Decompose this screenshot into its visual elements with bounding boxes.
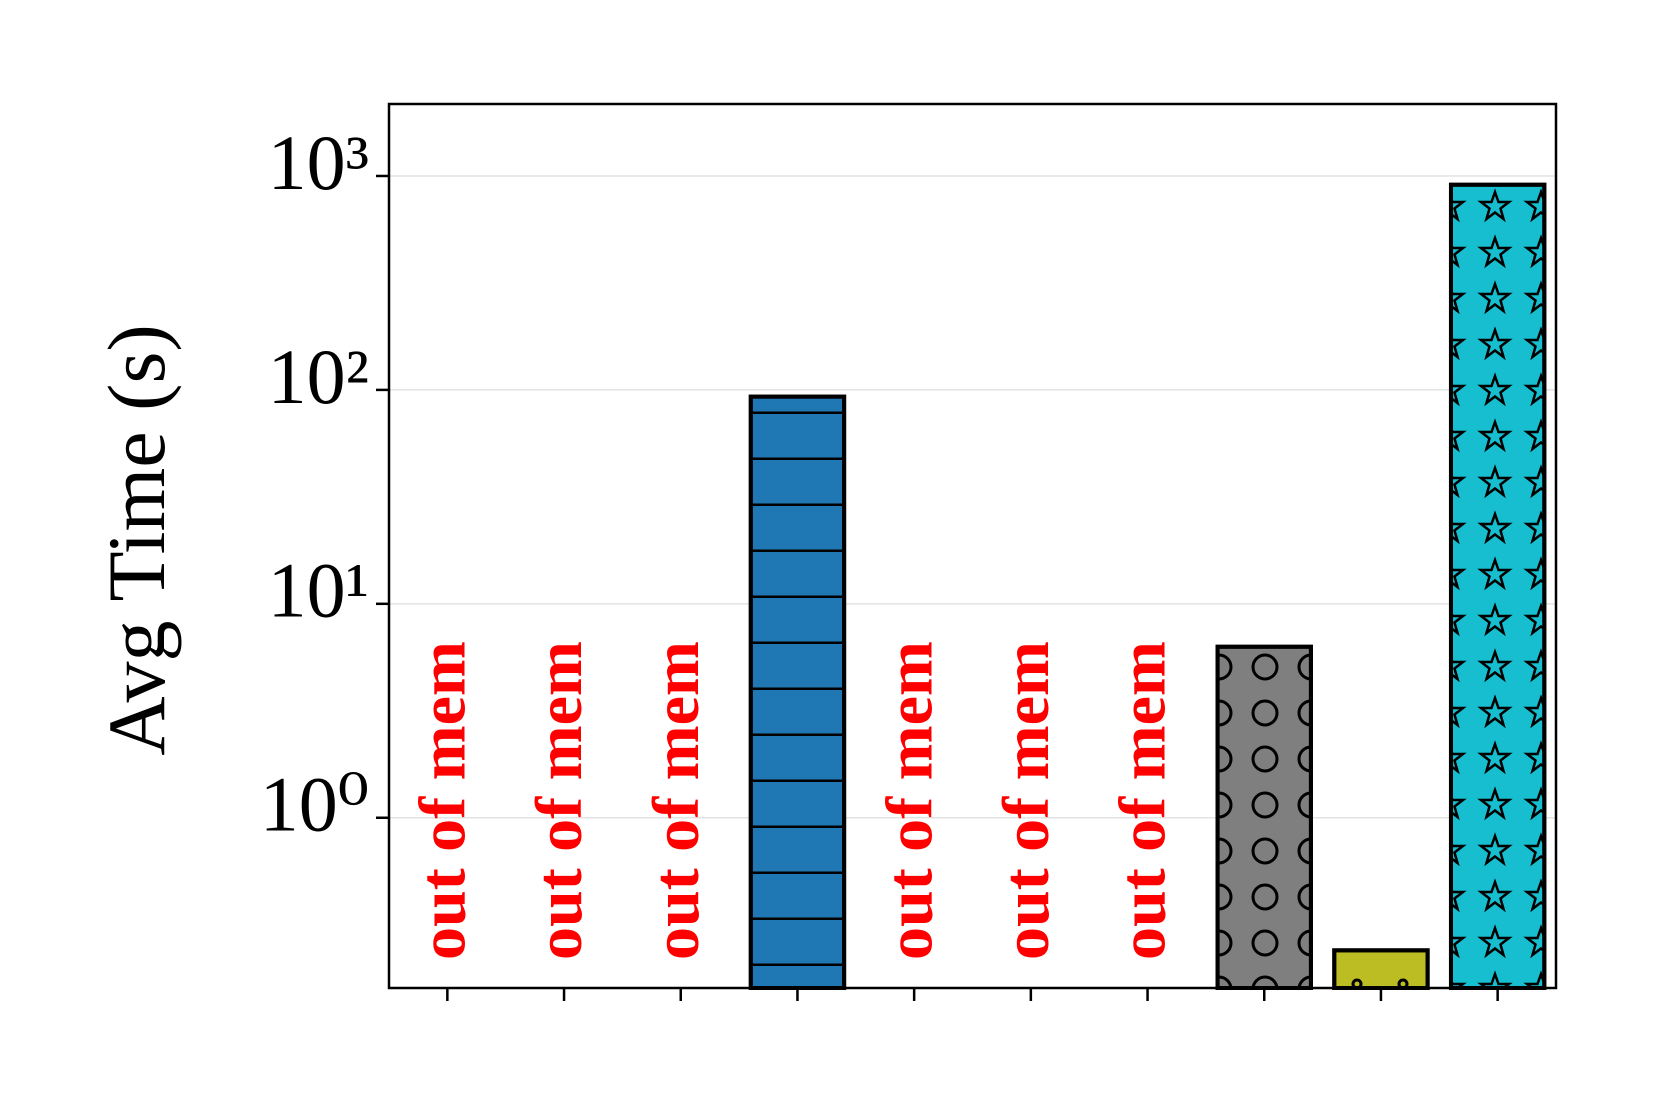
annotation: out of mem [1107, 641, 1180, 960]
annotation: out of mem [640, 641, 713, 960]
y-tick-label: 10² [268, 333, 369, 420]
annotation: out of mem [990, 641, 1063, 960]
bar-hatch [1215, 644, 1313, 990]
y-tick-label: 10¹ [268, 547, 369, 634]
annotation: out of mem [523, 641, 596, 960]
annotation: out of mem [873, 641, 946, 960]
plot-frame [387, 102, 1558, 990]
y-axis-label: Avg Time (s) [91, 324, 182, 755]
bar-hatch [748, 394, 847, 990]
bar-hatch [1448, 182, 1547, 991]
y-tick-label: 10⁰ [260, 761, 369, 848]
annotation: out of mem [406, 641, 479, 960]
y-tick-label: 10³ [268, 119, 369, 206]
bar-hatch [1332, 948, 1430, 991]
